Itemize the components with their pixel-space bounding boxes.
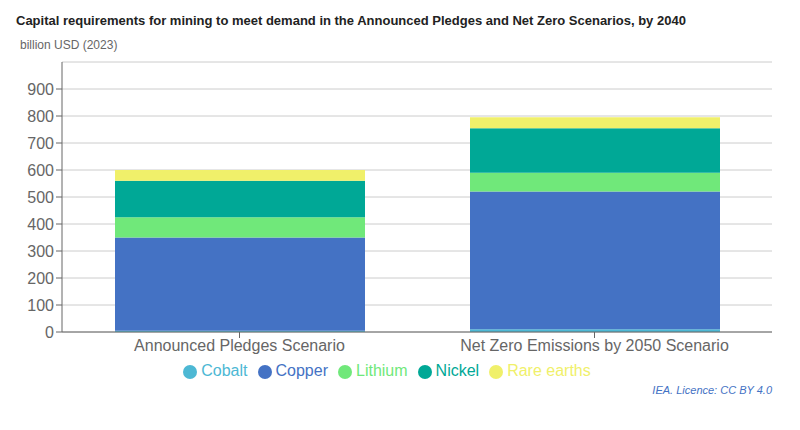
svg-text:500: 500 <box>27 189 54 206</box>
html-text:Cobalt: Cobalt <box>201 362 248 379</box>
svg-text:700: 700 <box>27 135 54 152</box>
svg-text:400: 400 <box>27 216 54 233</box>
html-text:Copper: Copper <box>275 362 328 379</box>
html-text:Nickel: Nickel <box>435 362 480 379</box>
svg-text:200: 200 <box>27 270 54 287</box>
svg-text:300: 300 <box>27 243 54 260</box>
svg-text:100: 100 <box>27 297 54 314</box>
svg-text:800: 800 <box>27 108 54 125</box>
html-text:IEA. Licence: CC BY 4.0: IEA. Licence: CC BY 4.0 <box>652 384 772 396</box>
svg-text:Net Zero Emissions by 2050 Sce: Net Zero Emissions by 2050 Scenario <box>460 337 729 354</box>
html-text:Capital requirements for minin: Capital requirements for mining to meet … <box>16 13 686 28</box>
svg-text:Announced Pledges Scenario: Announced Pledges Scenario <box>134 337 345 354</box>
html-text:Lithium: Lithium <box>356 362 408 379</box>
svg-text:0: 0 <box>45 324 54 341</box>
svg-text:600: 600 <box>27 162 54 179</box>
svg-text:900: 900 <box>27 81 54 98</box>
html-text:billion USD (2023): billion USD (2023) <box>20 38 118 52</box>
html-text:Rare earths: Rare earths <box>507 362 591 379</box>
